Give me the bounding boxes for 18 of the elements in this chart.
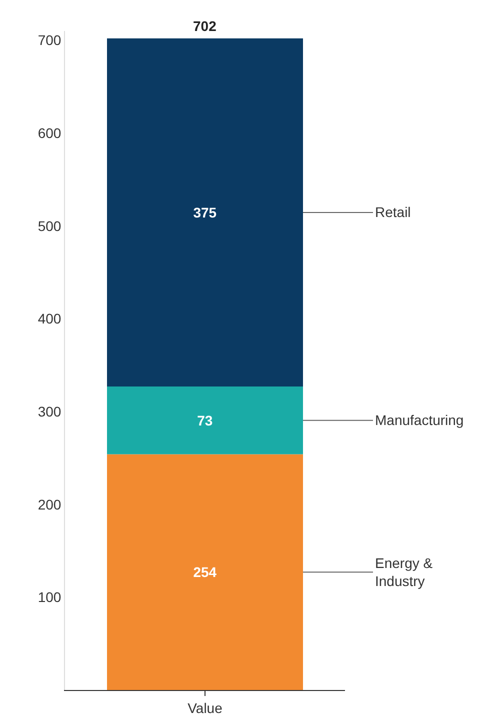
y-tick-label: 400 [38, 310, 62, 327]
text: Retail [375, 204, 411, 220]
data-label: 254 [193, 564, 217, 580]
y-tick-label: 600 [38, 125, 62, 141]
x-tick-label: Value [188, 700, 223, 716]
y-tick-label: 200 [38, 496, 62, 512]
bar [107, 38, 303, 386]
text: Manufacturing [375, 412, 464, 428]
total-label: 702 [193, 18, 217, 34]
text: Energy & Industry [375, 555, 434, 590]
y-tick-label: 700 [38, 32, 62, 48]
y-tick-label: 500 [38, 218, 62, 234]
bar [107, 386, 303, 454]
y-tick-label: 300 [38, 403, 62, 420]
y-tick-label: 100 [38, 589, 62, 606]
bar [107, 454, 303, 690]
data-label: 375 [193, 204, 217, 220]
data-label: 73 [197, 412, 213, 428]
